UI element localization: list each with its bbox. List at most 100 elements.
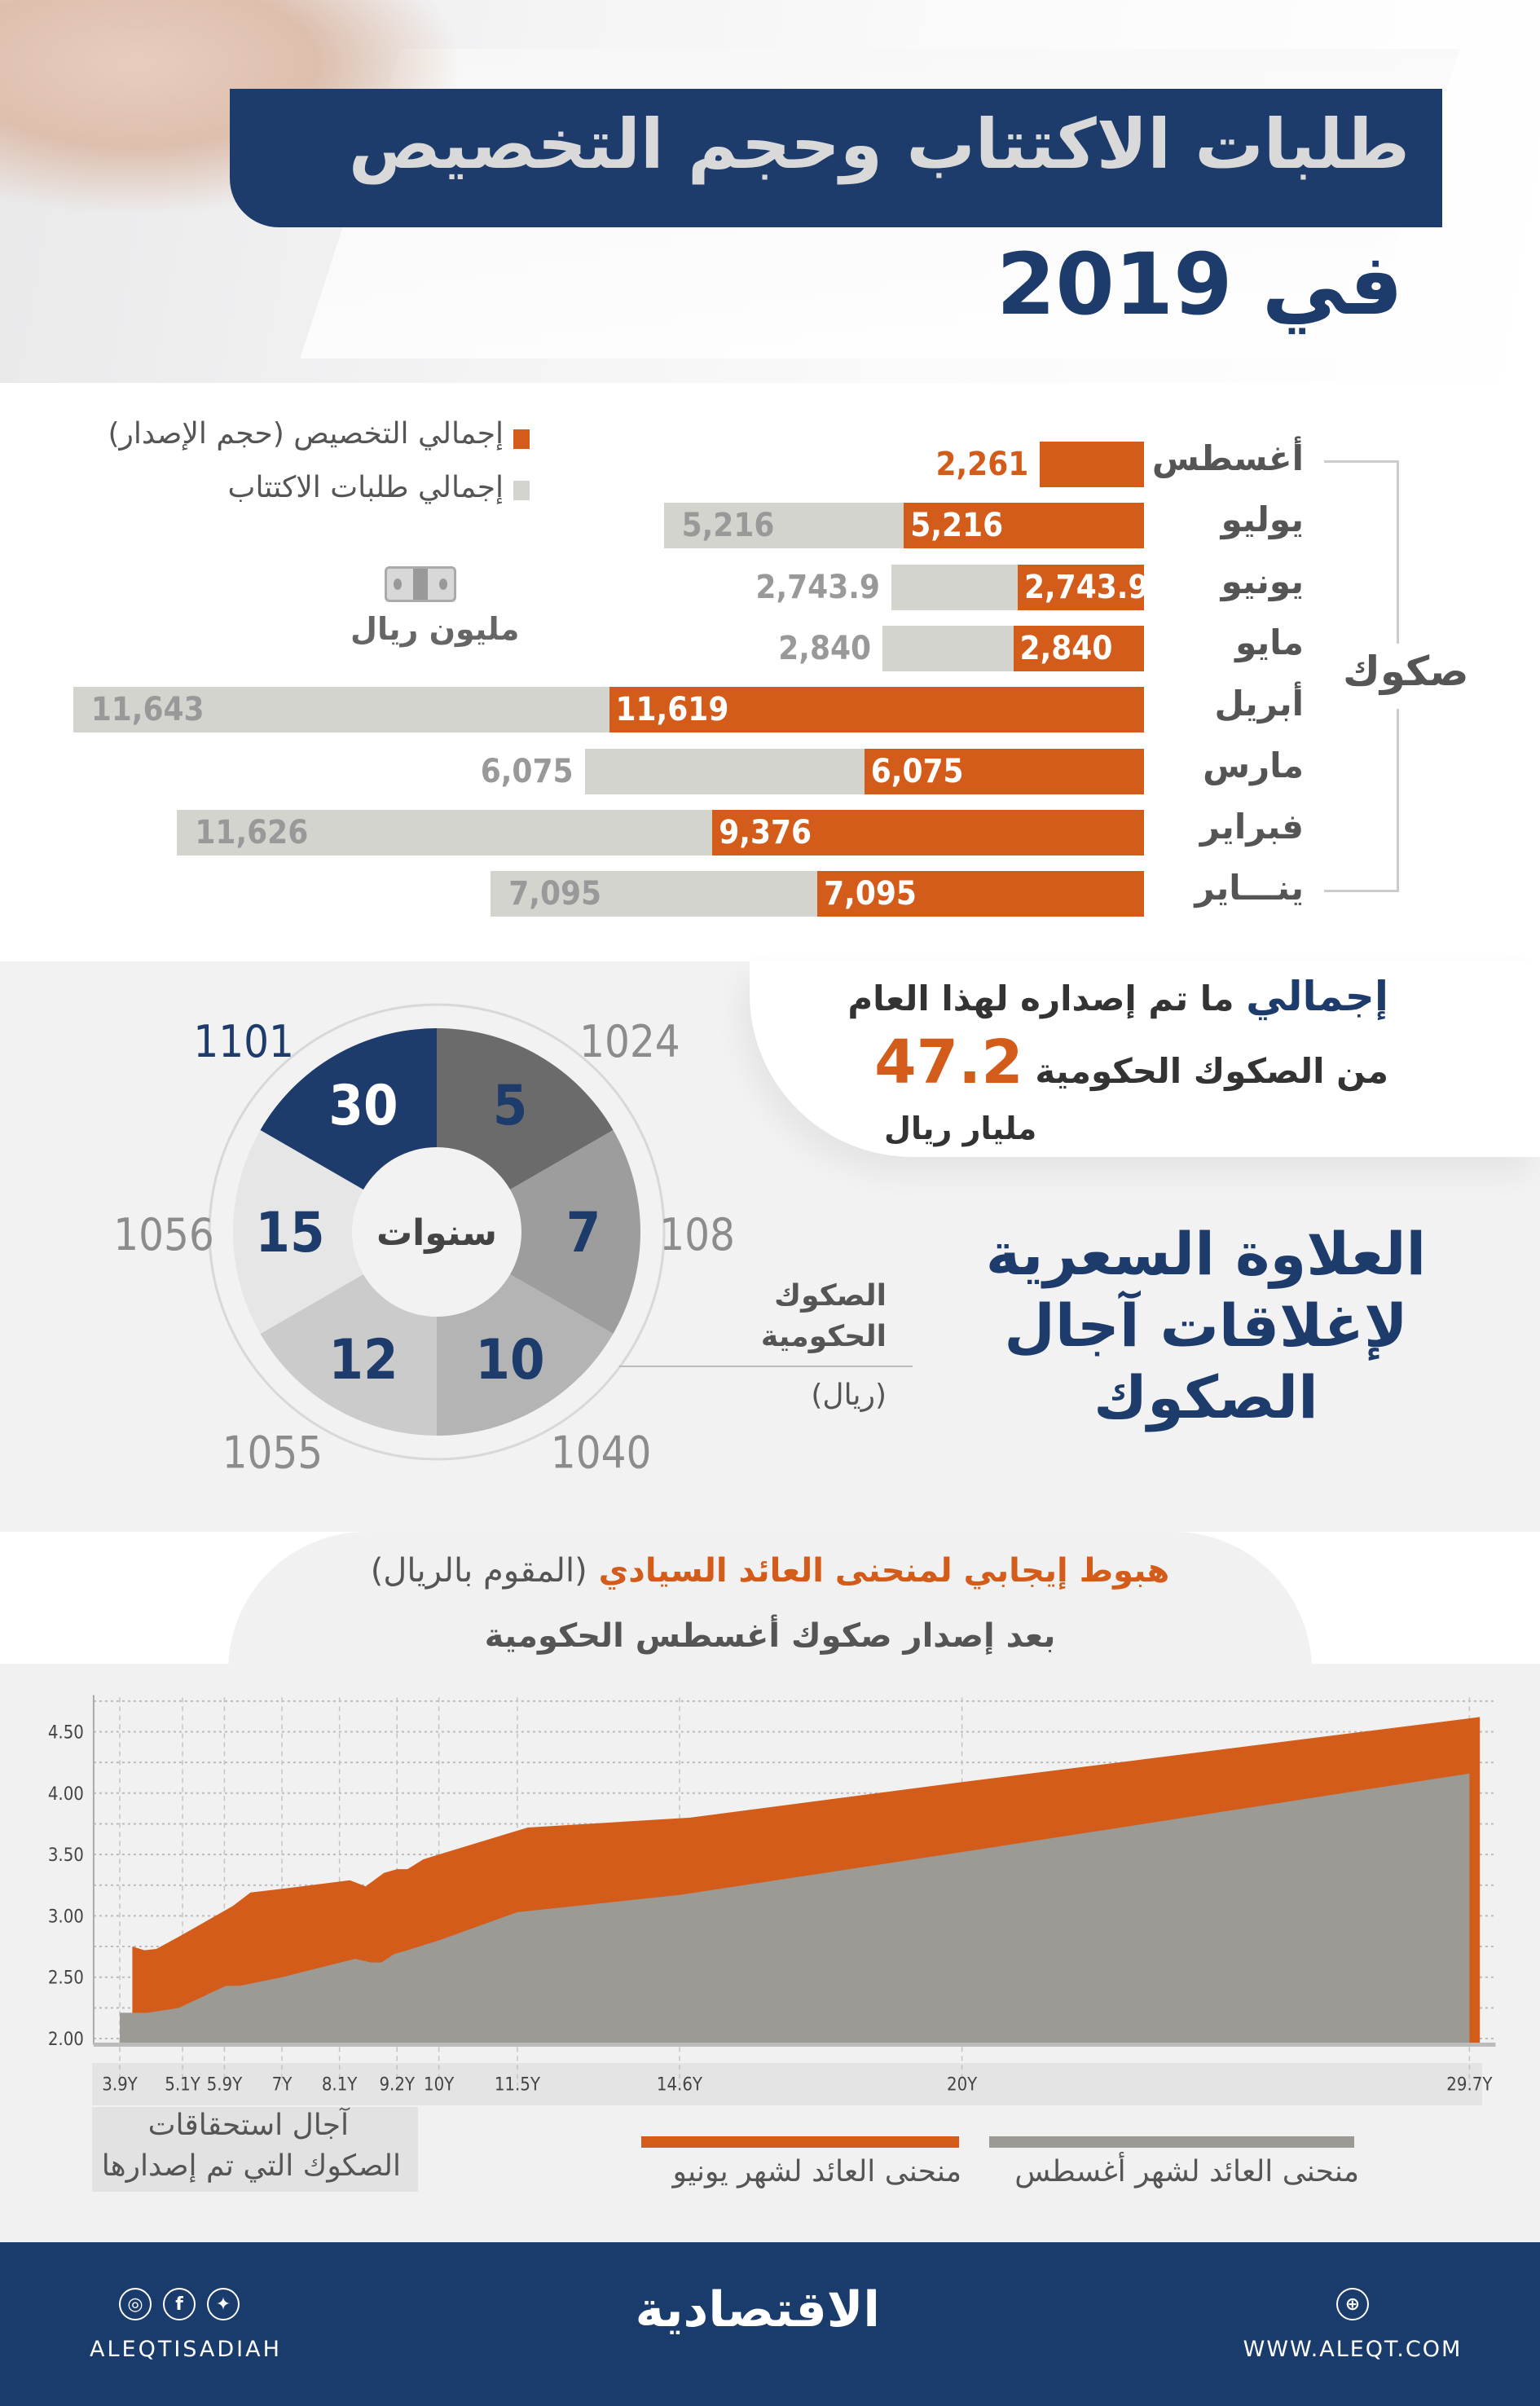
x-tick-label: 7Y: [272, 2075, 293, 2096]
x-tick-band: [92, 2063, 1482, 2105]
curve-title-highlight: هبوط إيجابي لمنحنى العائد السيادي: [598, 1552, 1170, 1590]
donut-slice: [437, 1028, 614, 1190]
y-tick-label: 4.50: [48, 1723, 84, 1744]
donut-title: العلاوة السعرية لإغلاقات آجال الصكوك: [985, 1220, 1427, 1432]
page-subtitle: في 2019: [997, 235, 1403, 334]
summary-bold: إجمالي: [1246, 973, 1388, 1020]
slice-price-label: 1101: [193, 1016, 294, 1067]
donut-slice: [510, 1130, 640, 1334]
x-tick-label: 20Y: [947, 2075, 978, 2096]
month-label: فبراير: [1199, 806, 1304, 847]
bar-label-subscription: 2,743.9: [755, 568, 880, 606]
month-label: أبريل: [1214, 684, 1304, 724]
bar-allocation: [817, 871, 1144, 917]
x-axis-label-2: الصكوك التي تم إصدارها: [101, 2149, 401, 2183]
summary-text2: من الصكوك الحكومية: [1035, 1051, 1388, 1091]
curve-subtitle: بعد إصدار صكوك أغسطس الحكومية: [484, 1617, 1056, 1655]
bar-allocation: [1013, 625, 1144, 671]
month-label: مارس: [1203, 745, 1304, 785]
summary-unit: مليار ريال: [884, 1111, 1037, 1146]
slice-tenor-label: 10: [475, 1328, 544, 1392]
y-tick-label: 4.00: [48, 1784, 84, 1805]
value-label-1: الصكوك: [774, 1279, 887, 1313]
x-tick-label: 5.9Y: [207, 2075, 243, 2096]
page-title: طلبات الاكتتاب وحجم التخصيص: [348, 104, 1410, 184]
bar-subscription: [73, 687, 609, 733]
slice-tenor-label: 12: [328, 1328, 398, 1392]
legend-label-allocation: إجمالي التخصيص (حجم الإصدار): [108, 417, 504, 451]
instagram-icon[interactable]: ◎: [119, 2288, 152, 2320]
bar-allocation: [1040, 442, 1144, 487]
x-tick-label: 3.9Y: [102, 2075, 138, 2096]
bar-allocation: [864, 748, 1144, 794]
bar-subscription: [177, 809, 713, 856]
month-label: أغسطس: [1151, 438, 1304, 478]
money-icon: [385, 566, 456, 602]
slice-price-label: 1055: [222, 1427, 323, 1479]
donut-slice: [233, 1130, 363, 1334]
x-axis-label-1: آجال استحقاقات: [147, 2109, 349, 2142]
y-tick-label: 3.50: [48, 1845, 84, 1866]
value-label-2: الحكومية: [760, 1320, 887, 1353]
month-label: مايو: [1235, 622, 1304, 662]
month-label: يوليو: [1221, 499, 1304, 540]
x-axis-label-box: [92, 2107, 418, 2192]
y-tick-label: 2.00: [48, 2030, 84, 2050]
summary-card: [750, 961, 1540, 1157]
twitter-icon[interactable]: ✦: [207, 2288, 240, 2320]
x-tick-label: 5.1Y: [165, 2075, 200, 2096]
month-label: يونيو: [1221, 561, 1304, 601]
web-icon[interactable]: ⊕: [1336, 2288, 1369, 2320]
legend-line-june: [641, 2136, 959, 2148]
slice-tenor-label: 5: [493, 1074, 528, 1138]
bar-subscription: [891, 564, 1018, 610]
curve-title: هبوط إيجابي لمنحنى العائد السيادي (المقو…: [0, 1552, 1540, 1590]
bar-label-allocation: 7,095: [824, 875, 917, 913]
bar-label-subscription: 5,216: [681, 507, 775, 545]
bar-label-subscription: 11,626: [195, 813, 309, 851]
y-tick-label: 2.50: [48, 1968, 84, 1989]
slice-tenor-label: 7: [566, 1201, 601, 1265]
slice-price-label: 1080: [659, 1209, 733, 1260]
summary-text: ما تم إصداره لهذا العام: [847, 979, 1234, 1018]
bar-label-allocation: 11,619: [615, 691, 729, 729]
bar-subscription: [663, 503, 904, 549]
bar-label-allocation: 2,840: [1019, 629, 1113, 667]
facebook-icon[interactable]: f: [163, 2288, 196, 2320]
bar-label-subscription: 2,840: [778, 629, 872, 667]
yield-curve-chart: 3.9Y 5.1Y 5.9Y 7Y 8.1Y 9.2Y 10Y 11.5Y 14.6Y 20Y 29…: [48, 1695, 1496, 2096]
slice-price-label: 1040: [551, 1427, 652, 1479]
slice-price-label: 1056: [113, 1209, 214, 1260]
bar-subscription: [882, 625, 1014, 671]
legend-label-june: منحنى العائد لشهر يونيو: [672, 2155, 961, 2188]
donut-slice: [437, 1274, 614, 1436]
slice-tenor-label: 15: [255, 1201, 324, 1265]
bar-subscription: [584, 748, 865, 794]
legend-swatch-subscription: [513, 481, 530, 500]
x-tick-label: 8.1Y: [322, 2075, 358, 2096]
social-handle[interactable]: ALEQTISADIAH: [90, 2337, 282, 2362]
bar-allocation: [609, 687, 1144, 733]
website-link[interactable]: WWW.ALEQT.COM: [1243, 2337, 1463, 2362]
summary-line1: إجمالي ما تم إصداره لهذا العام: [847, 971, 1388, 1024]
bar-label-allocation: 2,261: [935, 446, 1029, 483]
y-tick-label: 3.00: [48, 1907, 84, 1927]
bar-label-subscription: 6,075: [480, 752, 574, 790]
bar-allocation: [904, 503, 1144, 549]
x-tick-label: 29.7Y: [1446, 2075, 1493, 2096]
donut-outer-ring: [208, 1003, 666, 1461]
x-tick-label: 9.2Y: [379, 2075, 415, 2096]
bar-label-allocation: 6,075: [870, 752, 964, 790]
month-label: ينـــاير: [1195, 868, 1304, 908]
x-tick-label: 14.6Y: [657, 2075, 703, 2096]
slice-tenor-label: 30: [328, 1074, 398, 1138]
legend-label-subscription: إجمالي طلبات الاكتتاب: [227, 471, 504, 504]
bar-label-allocation: 5,216: [910, 507, 1004, 545]
x-tick-label: 10Y: [424, 2075, 455, 2096]
bracket-label: صكوك: [1343, 648, 1469, 695]
bar-allocation: [712, 809, 1144, 856]
bracket-label-bg: [1336, 644, 1459, 709]
social-icons: ◎ f ✦: [119, 2288, 240, 2320]
legend-swatch-allocation: [513, 429, 530, 449]
